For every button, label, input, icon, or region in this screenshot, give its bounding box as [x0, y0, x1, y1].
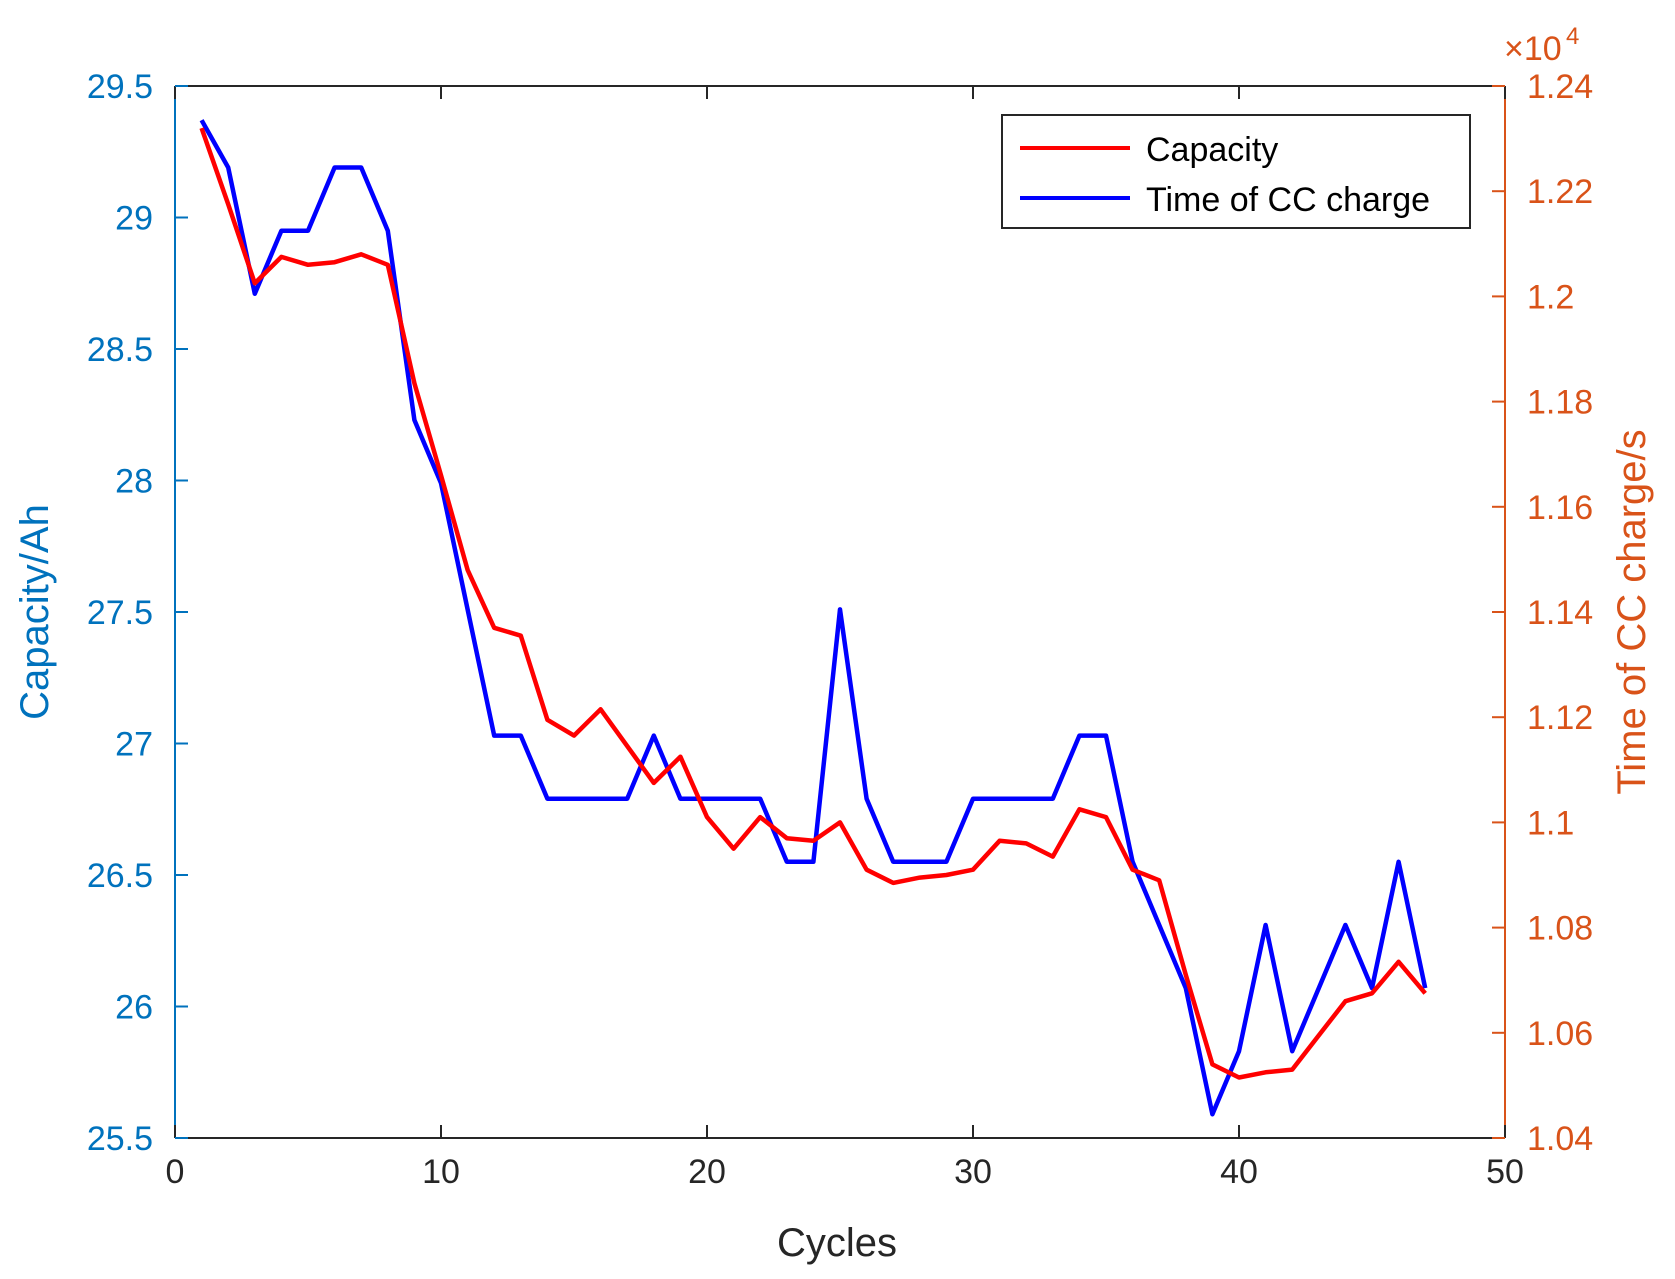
series-layer: [199, 119, 1428, 1117]
y-right-tick-label: 1.22: [1527, 173, 1593, 211]
legend: Capacity Time of CC charge: [1001, 114, 1471, 229]
x-tick-label: 30: [954, 1153, 992, 1191]
x-tick-label: 10: [422, 1153, 460, 1191]
cc-time-series-line: [199, 119, 1428, 1117]
y-left-tick-label: 29.5: [87, 68, 153, 106]
legend-cc-time-label: Time of CC charge: [1146, 181, 1430, 219]
y-left-tick-label: 27: [115, 726, 153, 764]
y-right-tick-label: 1.18: [1527, 384, 1593, 422]
y-left-tick-label: 27.5: [87, 594, 153, 632]
x-tick-label: 0: [166, 1153, 185, 1191]
y-left-tick-label: 26.5: [87, 857, 153, 895]
y-right-tick-label: 1.08: [1527, 910, 1593, 948]
x-tick-label: 40: [1220, 1153, 1258, 1191]
y-right-axis-title: Time of CC charge/s: [1610, 429, 1654, 794]
exponent-power: 4: [1566, 23, 1579, 50]
y-left-tick-label: 25.5: [87, 1120, 153, 1158]
y-left-tick-label: 26: [115, 989, 153, 1027]
legend-capacity-label: Capacity: [1146, 131, 1278, 169]
x-tick-label: 50: [1486, 1153, 1524, 1191]
exponent-base: ×10: [1504, 30, 1562, 68]
ticks-layer: 0 10 20 30 40 50 25.5 26 26.5 27 27.5 28 28.5 29 29.5 1…: [87, 68, 1593, 1191]
x-tick-label: 20: [688, 1153, 726, 1191]
capacity-series-line: [199, 127, 1427, 1080]
right-axis-exponent: ×10 4: [1504, 23, 1579, 68]
legend-box: [1001, 114, 1471, 229]
x-axis-title: Cycles: [777, 1221, 897, 1265]
y-left-tick-label: 28.5: [87, 331, 153, 369]
y-right-tick-label: 1.12: [1527, 699, 1593, 737]
y-right-tick-label: 1.24: [1527, 68, 1593, 106]
y-right-tick-label: 1.2: [1527, 278, 1574, 316]
y-right-tick-label: 1.04: [1527, 1120, 1593, 1158]
y-right-tick-label: 1.14: [1527, 594, 1593, 632]
y-right-tick-label: 1.06: [1527, 1015, 1593, 1053]
y-left-axis-title: Capacity/Ah: [13, 504, 57, 720]
y-left-tick-label: 28: [115, 463, 153, 501]
y-left-tick-label: 29: [115, 200, 153, 238]
y-right-tick-label: 1.16: [1527, 489, 1593, 527]
y-right-tick-label: 1.1: [1527, 804, 1574, 842]
